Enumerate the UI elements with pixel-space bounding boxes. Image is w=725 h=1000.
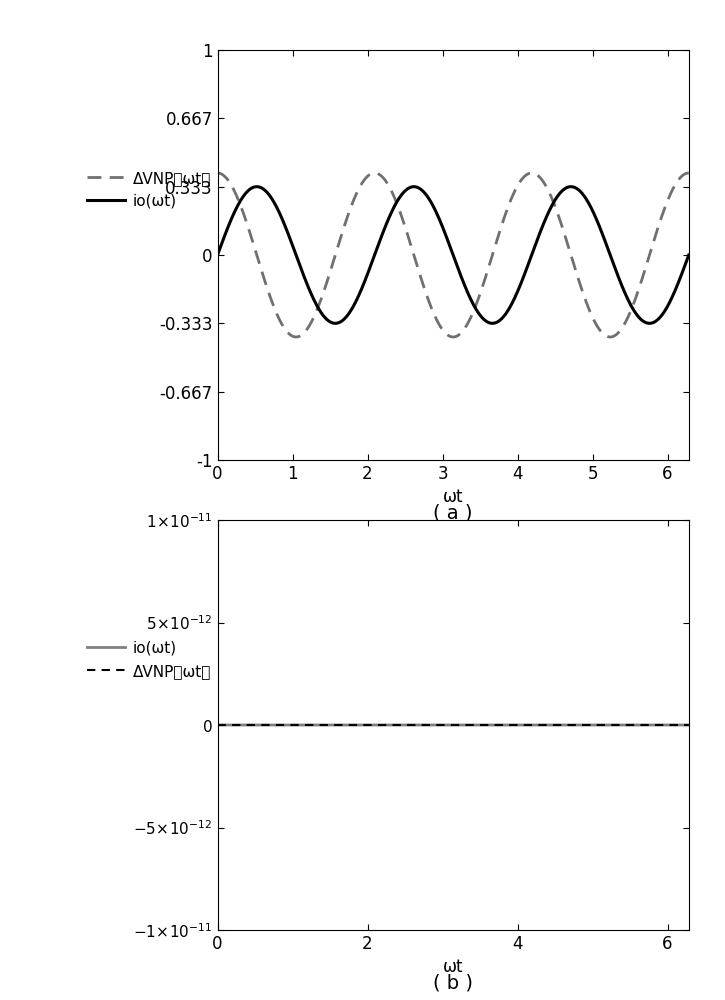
Legend: ΔVNP（ωt）, io(ωt): ΔVNP（ωt）, io(ωt) xyxy=(81,165,218,215)
X-axis label: ωt: ωt xyxy=(443,958,463,976)
Text: ( a ): ( a ) xyxy=(434,504,473,523)
Legend: io(ωt), ΔVNP（ωt）: io(ωt), ΔVNP（ωt） xyxy=(81,635,218,685)
Text: ( b ): ( b ) xyxy=(433,974,473,993)
X-axis label: ωt: ωt xyxy=(443,488,463,506)
